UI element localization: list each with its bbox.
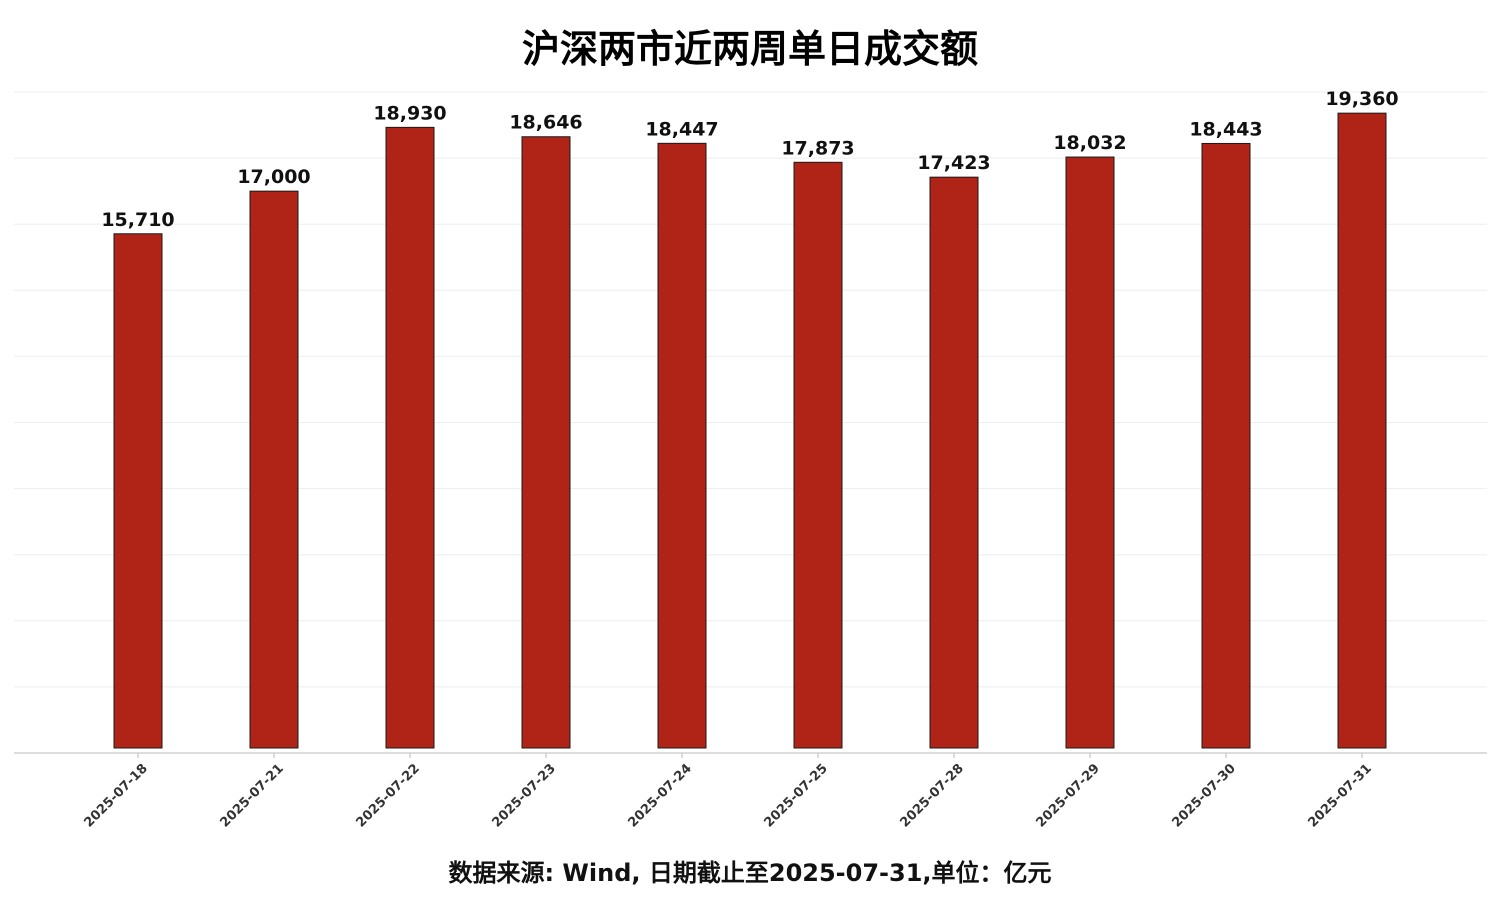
value-label-2025-07-18: 15,710 xyxy=(101,209,174,231)
x-axis-ticks xyxy=(137,753,1363,758)
x-tick-label-2025-07-29: 2025-07-29 xyxy=(1033,761,1102,830)
value-label-2025-07-30: 18,443 xyxy=(1189,118,1262,140)
x-tick-label-2025-07-23: 2025-07-23 xyxy=(489,761,558,830)
value-label-2025-07-25: 17,873 xyxy=(781,137,854,159)
value-labels: 15,710 17,000 18,930 18,646 18,447 17,873 17,4… xyxy=(101,88,1398,231)
x-tick-label-2025-07-31: 2025-07-31 xyxy=(1305,761,1374,830)
value-label-2025-07-28: 17,423 xyxy=(917,152,990,174)
chart-title: 沪深两市近两周单日成交额 xyxy=(521,27,978,71)
x-axis-tick-labels: 2025-07-18 2025-07-21 2025-07-22 2025-07-23… xyxy=(81,761,1374,830)
x-tick-label-2025-07-18: 2025-07-18 xyxy=(81,761,150,830)
value-label-2025-07-22: 18,930 xyxy=(373,102,446,124)
bar-2025-07-25 xyxy=(793,161,843,749)
value-label-2025-07-29: 18,032 xyxy=(1053,132,1126,154)
bars xyxy=(113,112,1387,749)
x-tick-label-2025-07-25: 2025-07-25 xyxy=(761,761,830,830)
gridlines xyxy=(14,91,1487,688)
x-tick-label-2025-07-30: 2025-07-30 xyxy=(1169,761,1238,830)
bar-2025-07-21 xyxy=(249,190,299,749)
x-tick-label-2025-07-21: 2025-07-21 xyxy=(217,761,286,830)
value-label-2025-07-31: 19,360 xyxy=(1325,88,1398,110)
bar-2025-07-22 xyxy=(385,126,435,749)
bar-2025-07-23 xyxy=(521,136,571,749)
bar-2025-07-18 xyxy=(113,233,163,749)
bar-2025-07-30 xyxy=(1201,142,1251,749)
value-label-2025-07-21: 17,000 xyxy=(237,166,310,188)
bar-2025-07-24 xyxy=(657,142,707,749)
bar-2025-07-28 xyxy=(929,176,979,749)
x-tick-label-2025-07-22: 2025-07-22 xyxy=(353,761,422,830)
x-tick-label-2025-07-28: 2025-07-28 xyxy=(897,761,966,830)
x-tick-label-2025-07-24: 2025-07-24 xyxy=(625,761,694,830)
source-footnote: 数据来源: Wind, 日期截止至2025-07-31,单位：亿元 xyxy=(448,859,1052,887)
bar-2025-07-31 xyxy=(1337,112,1387,749)
bar-2025-07-29 xyxy=(1065,156,1115,749)
value-label-2025-07-23: 18,646 xyxy=(509,112,582,134)
value-label-2025-07-24: 18,447 xyxy=(645,118,718,140)
